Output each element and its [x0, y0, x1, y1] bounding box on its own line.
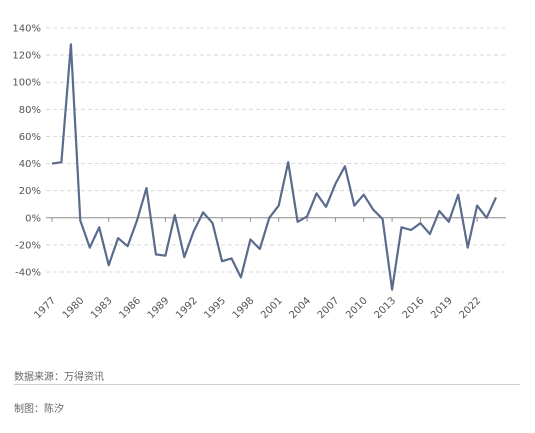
series-layer [51, 43, 497, 291]
x-tick-label: 1992 [174, 295, 200, 321]
y-tick-label: 60% [19, 132, 41, 143]
chart-maker-note: 制图：陈汐 [14, 404, 64, 415]
x-tick-label: 2016 [401, 295, 427, 321]
x-tick-label: 1998 [231, 295, 257, 321]
x-tick-label: 2010 [344, 295, 370, 321]
x-tick-label: 1980 [61, 295, 87, 321]
x-tick-label: 1989 [146, 295, 172, 321]
y-tick-label: 40% [19, 159, 41, 170]
data-source-note: 数据来源：万得资讯 [14, 372, 104, 383]
y-tick-label: 120% [12, 51, 41, 62]
x-tick-label: 2019 [429, 295, 455, 321]
x-tick-label: 1995 [202, 295, 228, 321]
footer-divider [14, 384, 520, 385]
x-tick-label: 2022 [457, 295, 483, 321]
y-tick-label: 80% [19, 105, 41, 116]
y-tick-label: -20% [15, 240, 41, 251]
x-tick-label: 1986 [117, 295, 143, 321]
y-axis-tick-labels: 140% 120% 100% 80% 60% 40% 20% 0% -20% -40% [12, 24, 41, 279]
gridlines [46, 27, 506, 273]
series-line [51, 43, 497, 291]
x-tick-label: 2004 [287, 295, 313, 321]
x-tick-label: 1977 [32, 295, 58, 321]
y-tick-label: 0% [25, 213, 41, 224]
line-chart: 140%120%100%80%60%40%20%0%-20%-40% 1977 1… [12, 24, 506, 321]
x-tick-label: 2007 [316, 295, 342, 321]
y-tick-label: -40% [15, 268, 41, 279]
x-tick-label: 2001 [259, 295, 285, 321]
y-tick-label: 140% [12, 24, 41, 35]
y-tick-label: 20% [19, 186, 41, 197]
x-tick-label: 2013 [372, 295, 398, 321]
y-tick-label: 100% [12, 78, 41, 89]
x-tick-label: 1983 [89, 295, 115, 321]
